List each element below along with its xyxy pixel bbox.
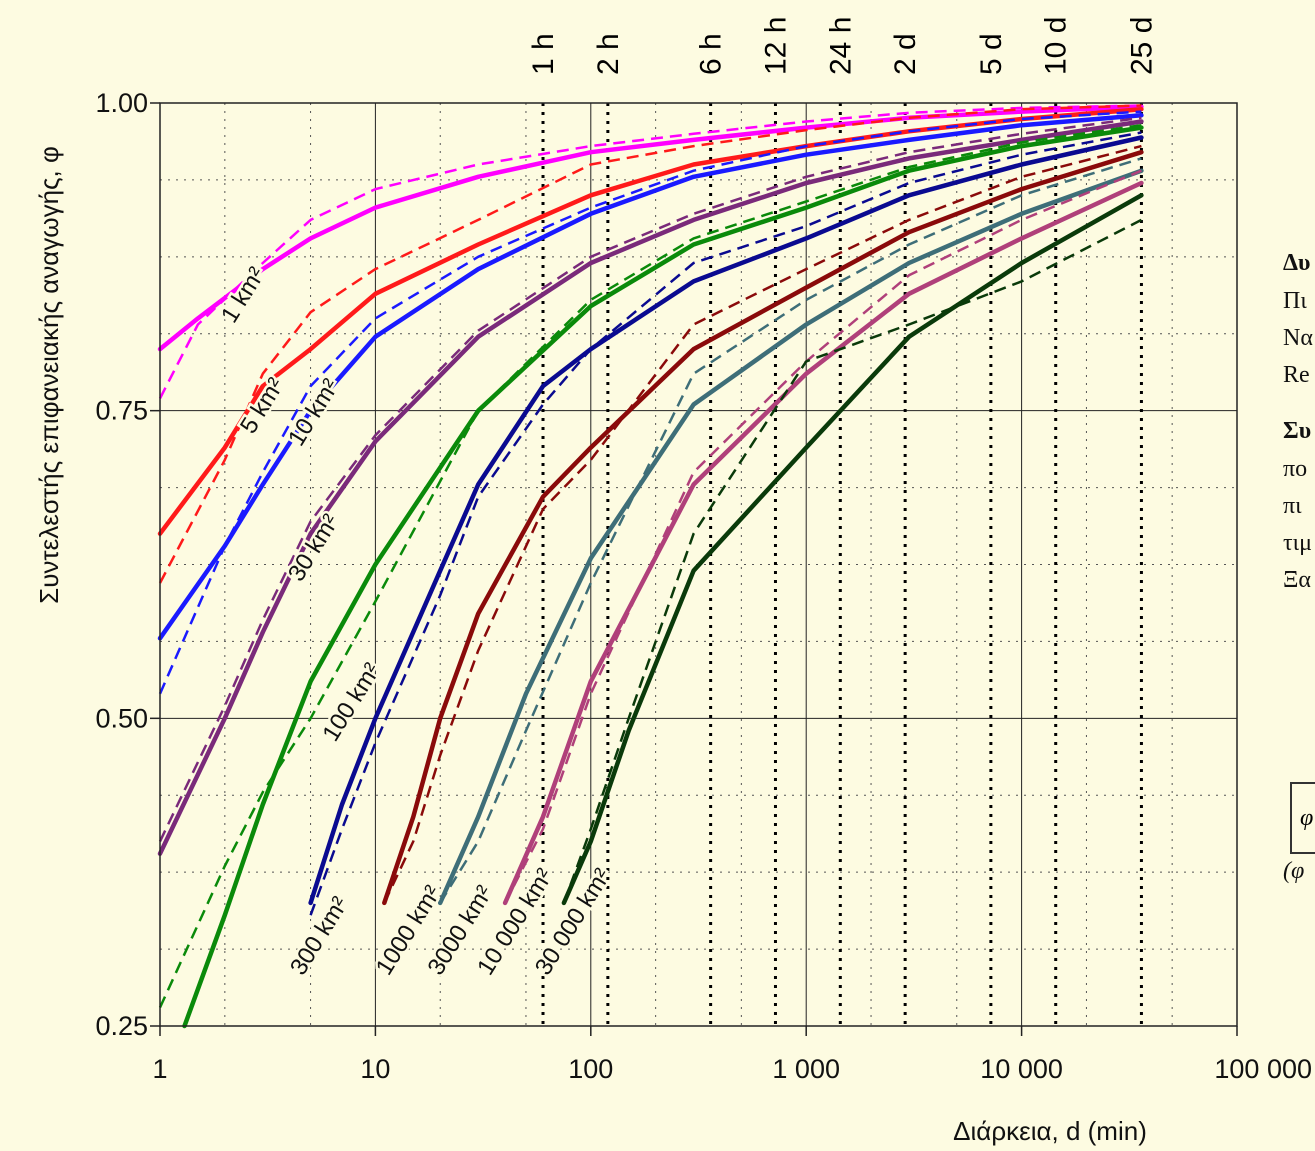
series-line-dashed bbox=[503, 169, 1142, 904]
series-line-solid bbox=[157, 104, 1144, 352]
series-line-dashed bbox=[158, 104, 1142, 399]
series-label: 300 km² bbox=[285, 892, 354, 980]
series-line-solid bbox=[382, 149, 1144, 906]
description-line-2: Να bbox=[1283, 325, 1313, 351]
formula-symbol: φ bbox=[1300, 805, 1314, 831]
duration-marker-label: 12 h bbox=[759, 17, 792, 75]
series-line-dashed bbox=[439, 157, 1142, 904]
summary-heading: Συ bbox=[1283, 418, 1312, 444]
series-line-solid bbox=[502, 180, 1144, 906]
series-lines bbox=[157, 104, 1144, 1029]
description-line-1: Πι bbox=[1283, 288, 1307, 314]
series-line-solid bbox=[561, 193, 1144, 906]
formula-note: (φ bbox=[1283, 858, 1305, 884]
duration-marker-label: 2 d bbox=[889, 33, 922, 75]
series-line-dashed bbox=[158, 110, 1142, 695]
x-axis-label: Διάρκεια, d (min) bbox=[953, 1116, 1147, 1146]
duration-marker-label: 10 d bbox=[1040, 17, 1073, 75]
y-axis-label: Συντελεστής επιφανειακής αναγωγής, φ bbox=[34, 146, 64, 604]
duration-marker-label: 2 h bbox=[592, 33, 625, 75]
axes: 0.25 0.50 0.75 1.00 1 10 100 1 000 10 000 100 000 bbox=[95, 88, 1312, 1084]
series-label: 1 km² bbox=[216, 263, 271, 328]
duration-marker-label: 24 h bbox=[824, 17, 857, 75]
description-heading: Δυ bbox=[1283, 250, 1311, 276]
x-tick-label: 100 bbox=[568, 1054, 613, 1084]
series-line-solid bbox=[157, 113, 1144, 641]
series-line-dashed bbox=[158, 116, 1142, 842]
y-tick-label: 0.25 bbox=[95, 1011, 148, 1041]
series-label: 30 km² bbox=[283, 510, 345, 587]
x-tick-label: 10 000 bbox=[980, 1054, 1063, 1084]
series-line-dashed bbox=[158, 104, 1142, 584]
y-tick-label: 0.75 bbox=[95, 396, 148, 426]
x-tick-label: 10 bbox=[360, 1054, 390, 1084]
duration-marker-label: 25 d bbox=[1125, 17, 1158, 75]
duration-marker-label: 1 h bbox=[527, 33, 560, 75]
summary-line-2: πι bbox=[1283, 493, 1302, 519]
duration-marker-label: 5 d bbox=[975, 33, 1008, 75]
series-line-solid bbox=[308, 135, 1144, 906]
series-line-dashed bbox=[562, 218, 1142, 904]
series-line-solid bbox=[157, 119, 1144, 856]
plot-frame bbox=[159, 102, 1238, 1027]
series-line-dashed bbox=[309, 131, 1142, 916]
summary-line-4: Ξα bbox=[1283, 567, 1312, 593]
duration-markers: 1 h 2 h 6 h 12 h 24 h 2 d 5 d 10 d 25 d bbox=[527, 17, 1158, 1026]
duration-marker-label: 6 h bbox=[695, 33, 728, 75]
description-line-3: Re bbox=[1283, 362, 1310, 388]
series-label: 5 km² bbox=[235, 373, 290, 438]
series-line-solid bbox=[437, 168, 1144, 906]
y-tick-label: 1.00 bbox=[95, 88, 148, 118]
series-line-dashed bbox=[158, 123, 1142, 1009]
x-tick-label: 1 000 bbox=[772, 1054, 840, 1084]
y-tick-label: 0.50 bbox=[95, 703, 148, 733]
series-label: 10 km² bbox=[283, 374, 345, 451]
x-tick-label: 1 bbox=[152, 1054, 167, 1084]
summary-line-3: τιμ bbox=[1283, 530, 1312, 556]
x-tick-label: 100 000 bbox=[1214, 1054, 1312, 1084]
series-line-solid bbox=[182, 125, 1144, 1029]
summary-line-1: πο bbox=[1283, 456, 1308, 482]
formula-box bbox=[1290, 782, 1315, 854]
